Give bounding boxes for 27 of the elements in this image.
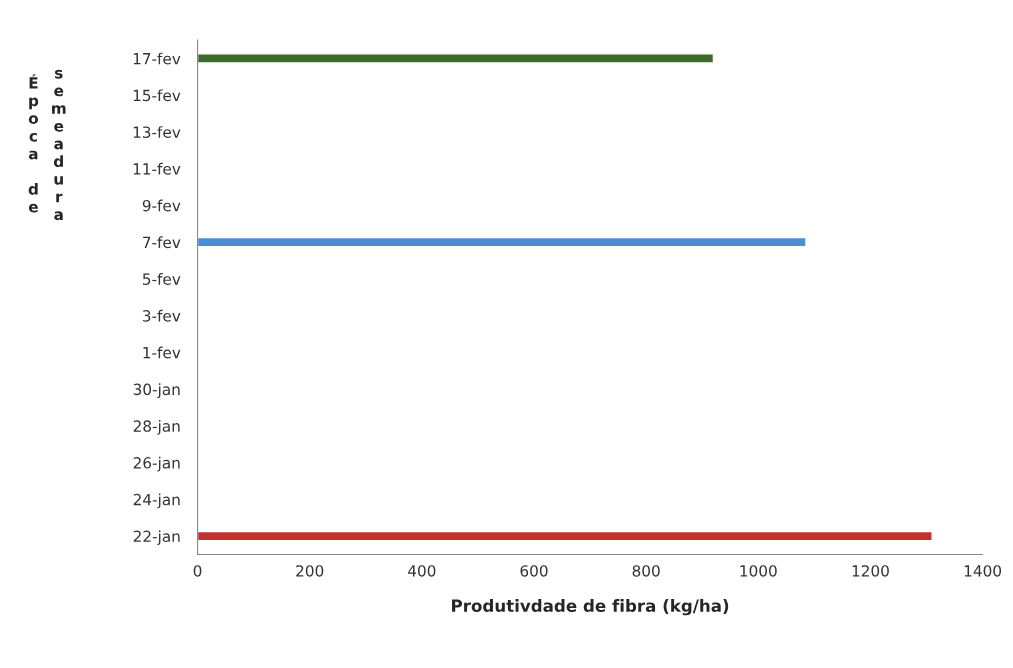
- bar: [197, 236, 807, 248]
- y-tick-label: 7-fev: [143, 236, 181, 249]
- x-tick-label: 400: [408, 565, 436, 577]
- y-tick-label: 24-jan: [133, 493, 180, 509]
- text: Época de semeadura: [28, 69, 66, 221]
- y-tick-label: 30-jan: [133, 383, 180, 399]
- x-tick-label: 200: [296, 565, 324, 577]
- y-tick-label: 9-fev: [142, 199, 181, 212]
- bar: [197, 530, 933, 542]
- y-tick-label: 11-fev: [133, 162, 181, 175]
- x-tick-label: 800: [632, 565, 660, 577]
- y-tick-label: 15-fev: [133, 89, 181, 102]
- x-tick-label: 0: [193, 565, 202, 577]
- y-tick-label: 1-fev: [143, 346, 181, 359]
- y-tick-label: 17-fev: [133, 52, 181, 65]
- x-axis-title: Produtivdade de fibra (kg/ha): [452, 599, 729, 616]
- y-tick-label: 3-fev: [142, 309, 181, 322]
- y-tick-label: 22-jan: [133, 530, 180, 546]
- y-tick-label: 26-jan: [133, 456, 180, 472]
- x-tick-label: 1200: [852, 565, 889, 577]
- y-tick-label: 5-fev: [142, 273, 181, 285]
- y-tick-label: 13-fev: [133, 126, 181, 138]
- bar: [197, 53, 715, 64]
- x-tick-label: 1000: [740, 565, 777, 577]
- x-tick-label: 600: [520, 565, 548, 577]
- y-tick-label: 28-jan: [133, 420, 180, 435]
- x-tick-label: 1400: [964, 565, 1002, 577]
